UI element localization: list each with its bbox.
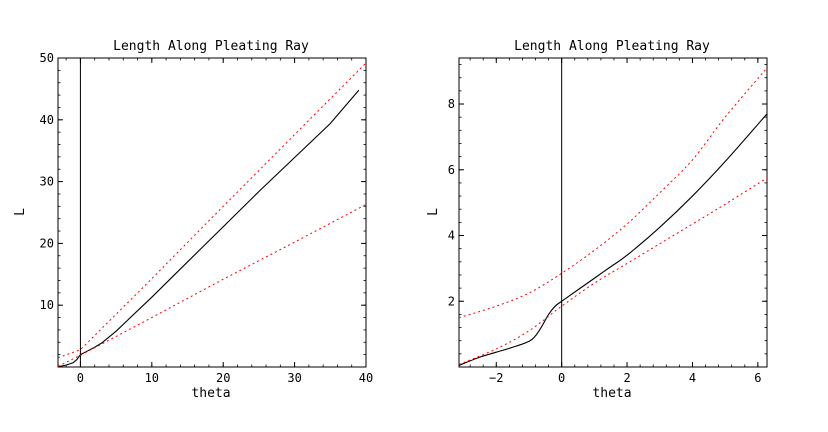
y-tick-label: 10 <box>40 298 54 312</box>
y-tick-label: 4 <box>448 229 455 243</box>
right-chart: Length Along Pleating Ray theta L −2 0 2 4 6… <box>426 39 768 401</box>
x-tick-label: −2 <box>489 371 503 385</box>
asymptote-line-2 <box>58 204 366 367</box>
x-axis-label: theta <box>592 386 631 401</box>
x-tick-label: 0 <box>77 371 84 385</box>
x-axis-label: theta <box>191 386 230 401</box>
x-tick-label: 6 <box>754 371 761 385</box>
y-axis-label: L <box>13 208 28 216</box>
y-tick-label: 30 <box>40 175 54 189</box>
asymptote-line-1 <box>459 67 767 319</box>
length-curve <box>58 89 360 367</box>
chart-title: Length Along Pleating Ray <box>514 39 710 54</box>
y-tick-label: 8 <box>448 97 455 111</box>
length-curve <box>459 113 767 366</box>
y-tick-label: 2 <box>448 294 455 308</box>
x-tick-label: 20 <box>216 371 230 385</box>
x-tick-label: 4 <box>689 371 696 385</box>
plot-frame <box>458 57 768 368</box>
y-tick-label: 40 <box>40 113 54 127</box>
x-tick-label: 0 <box>558 371 565 385</box>
x-tick-label: 10 <box>145 371 159 385</box>
x-tick-label: 2 <box>623 371 630 385</box>
x-tick-label: 30 <box>287 371 301 385</box>
asymptote-line-1 <box>58 62 366 359</box>
left-chart: Length Along Pleating Ray theta L 0 10 20 3… <box>13 39 373 401</box>
chart-title: Length Along Pleating Ray <box>113 39 309 54</box>
y-axis-label: L <box>426 208 441 216</box>
y-tick-label: 20 <box>40 236 54 250</box>
asymptote-line-2 <box>459 177 767 365</box>
x-tick-label: 40 <box>359 371 373 385</box>
y-tick-label: 6 <box>448 163 455 177</box>
plot-frame <box>57 57 367 368</box>
y-tick-label: 50 <box>40 51 54 65</box>
